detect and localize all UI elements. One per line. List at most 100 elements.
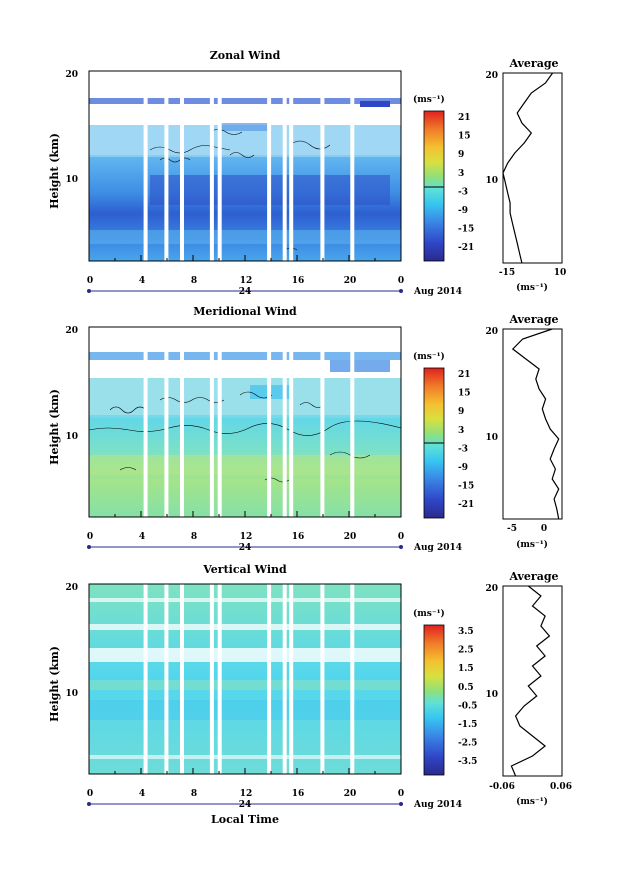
y-tick-label: 20 [65,70,78,80]
data-gap [164,71,169,261]
x-tick-label: 20 [344,276,357,286]
y-axis: 20 10 Height (km) [48,583,78,722]
colorbar-tick-label: -2.5 [458,739,477,749]
x-axis: 0 4 8 12 16 20 0 [87,768,404,799]
profile-frame [502,328,563,520]
data-gap [282,327,287,517]
profile-x-label: (ms⁻¹) [516,796,548,807]
data-gap [350,71,355,261]
colorbar-tick-label: -15 [458,482,474,492]
heatmap-field [89,352,401,517]
data-gap [209,327,214,517]
data-gap [350,327,355,517]
data-gap [320,327,325,517]
colorbar-unit: (ms⁻¹) [413,94,445,105]
colorbar-tick-label: 21 [458,113,471,123]
x-tick-label: 4 [139,532,145,542]
colorbar-tick-label: 9 [458,150,464,160]
x-tick-label: 16 [292,276,305,286]
colorbar-tick-label: 0.5 [458,683,474,693]
colorbar-tick-label: 15 [458,132,471,142]
profile-x-tick: -0.06 [489,782,515,792]
x-axis: 0 4 8 12 16 20 0 [87,511,404,542]
profile-frame [502,72,563,264]
colorbar-tick-label: 2.5 [458,646,474,656]
colorbar-tick-label: -0.5 [458,701,477,711]
date-mark: 24 [239,287,252,297]
panel-zonal-wind: Zonal Wind 20 10 Height (km) 0 4 [48,49,566,297]
colorbar-unit: (ms⁻¹) [413,351,445,362]
x-tick-label: 8 [191,532,197,542]
profile-x-tick: 0 [541,524,547,534]
x-axis: 0 4 8 12 16 20 0 [87,255,404,286]
average-profile: Average 20 10 -15 10 (ms⁻¹) [485,57,566,293]
profile-x-tick: 10 [554,268,567,278]
date-axis: 24 Aug 2014 Local Time [87,800,462,826]
x-tick-label: 12 [240,789,253,799]
profile-title: Average [508,570,558,583]
colorbar-tick-label: -21 [458,243,474,253]
y-axis: 20 10 Height (km) [48,70,78,209]
profile-y-tick: 20 [485,71,498,81]
colorbar-tick-label: -3 [458,187,468,197]
average-profile: Average 20 10 -0.06 0.06 (ms⁻¹) [485,570,571,807]
profile-y-tick: 10 [485,690,498,700]
colorbar-tick-label: -9 [458,463,468,473]
y-axis-label: Height (km) [48,389,61,465]
colorbar-tick-label: -3.5 [458,757,477,767]
x-tick-label: 20 [344,789,357,799]
profile-x-tick: -5 [507,524,517,534]
colorbar-tick-label: 3 [458,169,464,179]
data-gap [282,584,287,774]
colorbar-tick-label: -21 [458,500,474,510]
data-gap [143,71,148,261]
profile-line [511,328,560,520]
profile-line [510,585,551,777]
data-gap [320,584,325,774]
profile-y-tick: 10 [485,176,498,186]
x-tick-label: 0 [87,532,93,542]
y-tick-label: 20 [65,583,78,593]
date-mark: 24 [239,543,252,553]
x-tick-label: 0 [398,532,404,542]
data-gaps [89,327,401,517]
data-gap [164,584,169,774]
y-axis-label: Height (km) [48,646,61,722]
data-gap [320,71,325,261]
y-tick-label: 10 [65,175,78,185]
colorbar-tick-label: -3 [458,444,468,454]
x-tick-label: 16 [292,789,305,799]
data-gap [217,71,222,261]
date-label: Aug 2014 [413,800,462,810]
data-gap [209,71,214,261]
x-tick-label: 20 [344,532,357,542]
data-gap [267,71,272,261]
x-tick-label: 12 [240,276,253,286]
x-axis-label: Local Time [211,813,279,826]
data-gap [289,327,294,517]
profile-title: Average [508,313,558,326]
colorbar: (ms⁻¹) 21 15 9 3 -3 -9 -15 -21 [413,351,474,519]
colorbar-tick-label: 15 [458,389,471,399]
date-mark: 24 [239,800,252,810]
x-tick-label: 0 [398,789,404,799]
x-tick-label: 4 [139,276,145,286]
no-data-region [89,327,401,349]
data-gap [289,584,294,774]
data-gap [267,327,272,517]
profile-x-label: (ms⁻¹) [516,282,548,293]
profile-x-tick: 0.06 [550,782,572,792]
y-axis: 20 10 Height (km) [48,326,78,465]
y-tick-label: 10 [65,689,78,699]
panel-vertical-wind: Vertical Wind 20 10 Height (km) 0 4 8 12… [48,563,572,826]
colorbar: (ms⁻¹) 21 15 9 3 -3 -9 -15 -21 [413,94,474,262]
x-tick-label: 16 [292,532,305,542]
colorbar-tick-label: -1.5 [458,720,477,730]
x-tick-label: 4 [139,789,145,799]
data-gaps [89,71,401,261]
colorbar-tick-label: 21 [458,370,471,380]
colorbar-tick-label: -15 [458,225,474,235]
data-gap [180,584,184,774]
data-gap [143,584,148,774]
